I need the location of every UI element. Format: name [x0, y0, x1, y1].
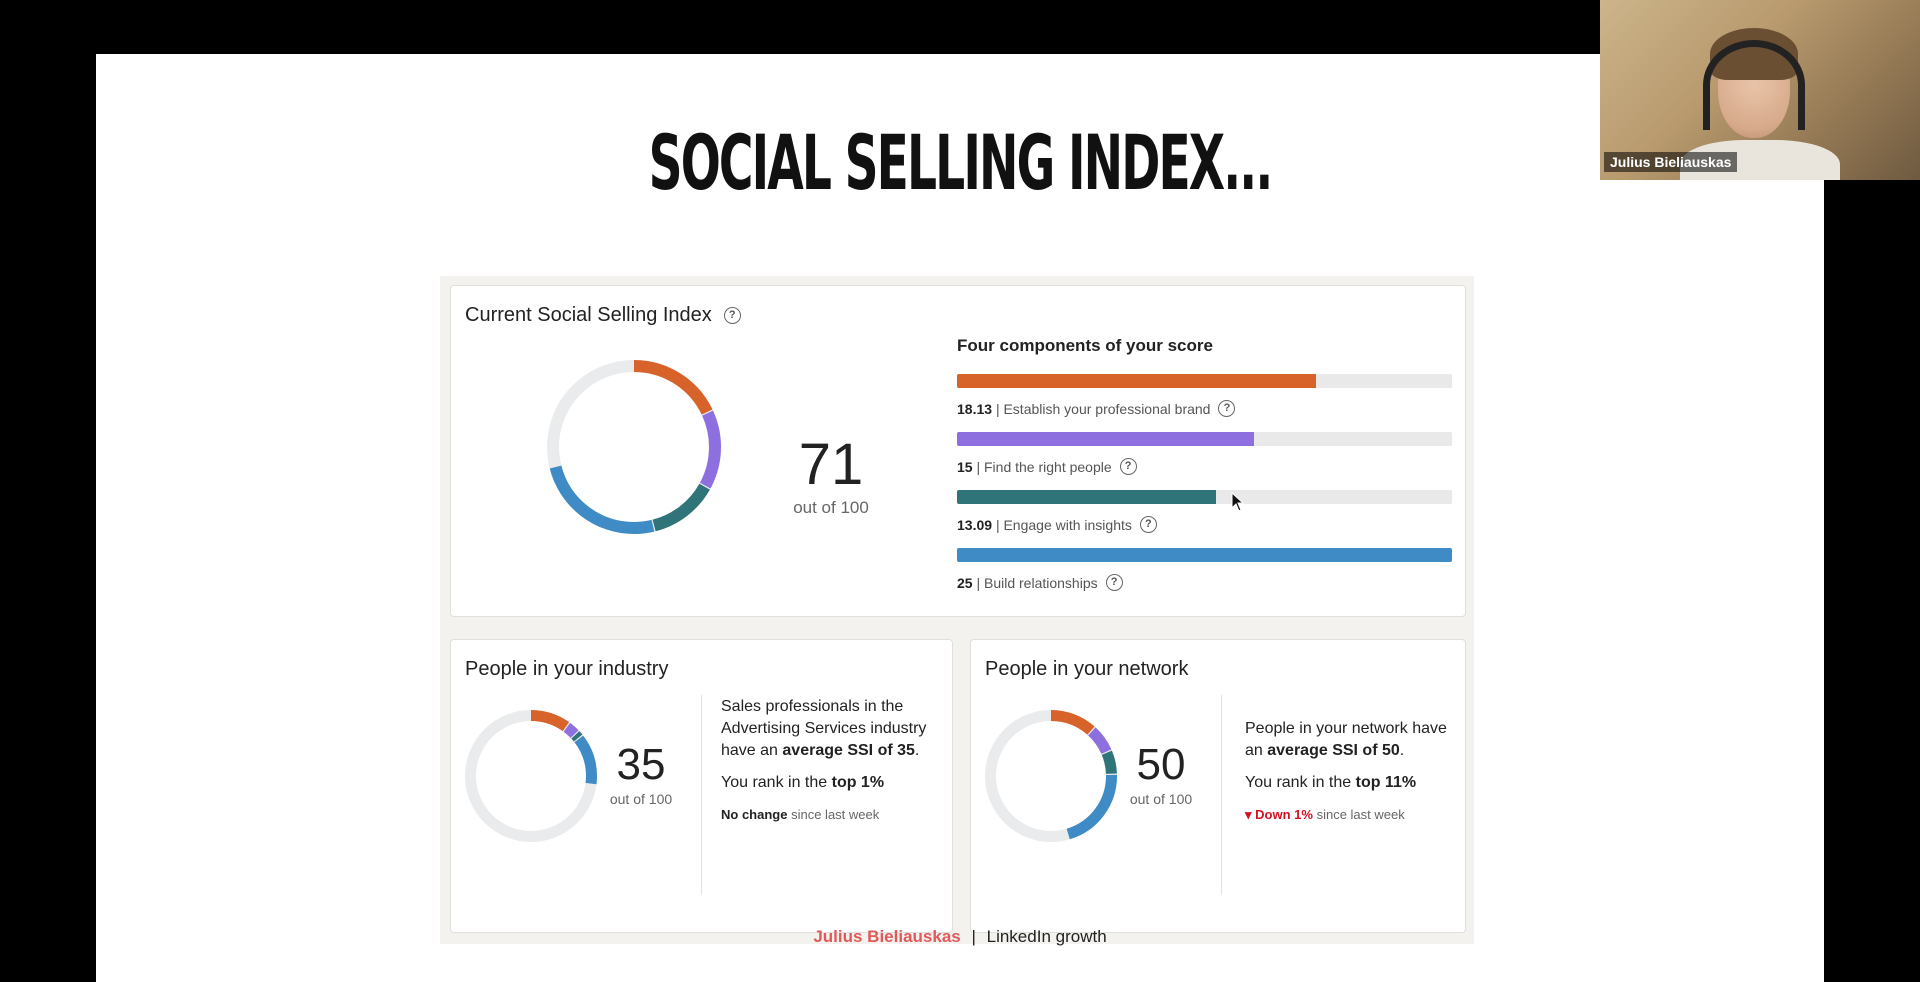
down-arrow-icon: ▾ [1245, 807, 1252, 822]
presentation-slide: SOCIAL SELLING INDEX... Current Social S… [96, 54, 1824, 982]
donut-segment [985, 710, 1117, 842]
component-label: | Build relationships [976, 574, 1098, 591]
footer-separator: | [971, 927, 976, 946]
ssi-score-outof: out of 100 [793, 498, 869, 517]
webcam-video[interactable]: Julius Bieliauskas [1600, 0, 1920, 180]
component-value: 25 [957, 574, 973, 591]
help-icon[interactable]: ? [723, 307, 741, 324]
component-label: | Engage with insights [995, 516, 1132, 533]
donut-segment [547, 360, 721, 534]
ssi-score-value: 71 [798, 432, 864, 497]
industry-card: People in your industry 35 out of 100 Sa… [450, 639, 953, 933]
component-value: 15 [957, 458, 973, 475]
component-track [957, 490, 1452, 504]
donut-segment [547, 360, 721, 534]
component-label: | Find the right people [976, 458, 1112, 475]
component-value: 13.09 [957, 516, 993, 533]
mouse-cursor-icon [1231, 492, 1245, 512]
donut-segment [465, 710, 597, 842]
component-fill [957, 374, 1316, 388]
components-title: Four components of your score [957, 336, 1213, 355]
component-label: | Establish your professional brand [995, 400, 1211, 417]
industry-donut-chart [465, 710, 597, 842]
industry-score: 35 out of 100 [601, 740, 681, 808]
donut-segment [985, 710, 1117, 842]
ssi-donut-chart [547, 360, 721, 534]
industry-score-value: 35 [616, 740, 666, 789]
help-icon[interactable]: ? [1119, 458, 1137, 475]
network-score: 50 out of 100 [1121, 740, 1201, 808]
industry-description: Sales professionals in the Advertising S… [721, 698, 927, 822]
industry-title: People in your industry [465, 658, 669, 680]
ssi-score: 71 out of 100 [781, 436, 881, 518]
network-score-value: 50 [1136, 740, 1186, 789]
component-people: 15 | Find the right people ? [957, 432, 1452, 475]
current-ssi-title: Current Social Selling Index [465, 304, 712, 326]
network-card: People in your network 50 out of 100 Peo… [970, 639, 1466, 933]
help-icon[interactable]: ? [1218, 400, 1236, 417]
slide-footer: Julius Bieliauskas | LinkedIn growth [96, 927, 1824, 947]
component-insights: 13.09 | Engage with insights ? [957, 490, 1452, 533]
component-track [957, 432, 1452, 446]
component-fill [957, 432, 1254, 446]
network-title: People in your network [985, 658, 1189, 680]
help-icon[interactable]: ? [1105, 574, 1123, 591]
network-description: People in your network have an average S… [1245, 720, 1447, 822]
donut-segment [547, 360, 721, 534]
component-relationships: 25 | Build relationships ? [957, 548, 1452, 591]
donut-segment [465, 710, 597, 842]
network-donut-chart [985, 710, 1117, 842]
divider [701, 695, 702, 895]
current-ssi-heading: Current Social Selling Index ? [465, 304, 741, 327]
component-fill [957, 490, 1217, 504]
headphones-icon [1703, 40, 1805, 130]
participant-name: Julius Bieliauskas [1604, 152, 1738, 172]
footer-brand: Julius Bieliauskas [813, 927, 961, 946]
industry-score-outof: out of 100 [609, 791, 673, 807]
divider [1221, 695, 1222, 895]
component-fill [957, 548, 1452, 562]
current-ssi-card: Current Social Selling Index ? 71 out of… [450, 285, 1466, 617]
component-brand: 18.13 | Establish your professional bran… [957, 374, 1452, 417]
network-score-outof: out of 100 [1129, 791, 1193, 807]
component-track [957, 374, 1452, 388]
slide-title: SOCIAL SELLING INDEX... [648, 118, 1274, 207]
help-icon[interactable]: ? [1139, 516, 1157, 533]
footer-subtitle: LinkedIn growth [986, 927, 1107, 946]
component-value: 18.13 [957, 400, 993, 417]
component-track [957, 548, 1452, 562]
